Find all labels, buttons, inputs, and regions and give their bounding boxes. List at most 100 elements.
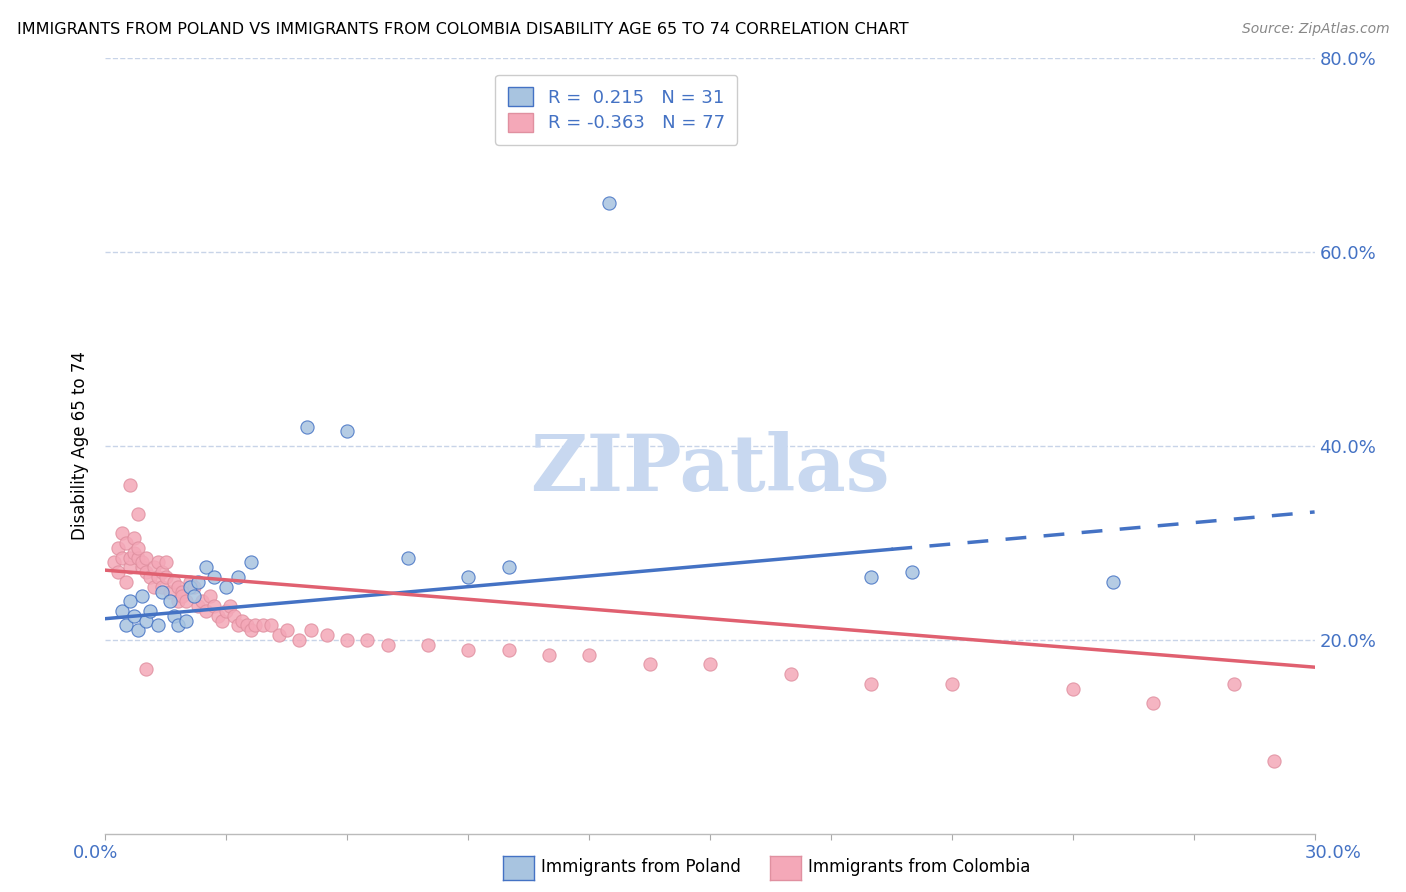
Point (107, 541, 129, 555)
Point (183, 590, 205, 604)
Point (416, 638, 439, 652)
Point (243, 618, 266, 632)
Point (900, 565, 922, 579)
Point (150, 584, 173, 599)
Point (122, 608, 145, 623)
Point (295, 419, 318, 434)
Point (1102, 574, 1125, 589)
Point (114, 618, 136, 632)
Point (170, 584, 193, 599)
Point (1142, 696, 1164, 710)
Point (167, 594, 190, 608)
Point (267, 628, 290, 642)
Point (150, 580, 173, 594)
Point (118, 550, 141, 565)
Point (122, 546, 145, 560)
Point (336, 425, 359, 439)
Point (142, 560, 165, 574)
Point (537, 648, 560, 662)
Point (252, 618, 274, 632)
Point (219, 599, 242, 613)
Point (457, 642, 479, 657)
Point (235, 618, 257, 632)
Point (1263, 754, 1285, 768)
Point (260, 618, 283, 632)
Point (231, 614, 253, 628)
Point (127, 624, 149, 638)
Point (118, 478, 141, 492)
Point (941, 676, 963, 690)
Point (195, 560, 218, 574)
Point (131, 590, 153, 604)
Point (110, 526, 132, 541)
Point (207, 608, 229, 623)
Point (135, 565, 157, 579)
Point (114, 536, 136, 550)
Point (110, 604, 132, 618)
Point (202, 570, 225, 584)
Point (139, 570, 162, 584)
Y-axis label: Disability Age 65 to 74: Disability Age 65 to 74 (72, 351, 90, 541)
Point (167, 618, 190, 632)
Point (127, 550, 149, 565)
Point (396, 550, 419, 565)
Point (215, 580, 238, 594)
Point (299, 624, 322, 638)
Point (195, 604, 218, 618)
Point (110, 550, 132, 565)
Point (224, 608, 246, 623)
Text: Source: ZipAtlas.com: Source: ZipAtlas.com (1241, 22, 1389, 37)
Point (377, 638, 399, 652)
Point (288, 633, 311, 648)
Point (159, 584, 181, 599)
Point (228, 570, 250, 584)
Point (174, 614, 197, 628)
Point (146, 618, 169, 632)
Point (779, 667, 801, 681)
Point (187, 574, 209, 589)
Point (167, 580, 190, 594)
Point (1223, 676, 1246, 690)
Text: 0.0%: 0.0% (73, 844, 118, 862)
Point (170, 590, 193, 604)
Point (139, 604, 162, 618)
Point (191, 594, 214, 608)
Point (163, 574, 186, 589)
Text: Immigrants from Poland: Immigrants from Poland (541, 858, 741, 876)
Point (127, 507, 149, 521)
Point (202, 599, 225, 613)
Point (146, 570, 169, 584)
Point (159, 594, 181, 608)
Point (336, 633, 359, 648)
Point (276, 624, 298, 638)
Point (239, 555, 262, 569)
Point (699, 657, 721, 672)
Point (179, 574, 201, 589)
Point (118, 594, 141, 608)
Point (457, 570, 479, 584)
Text: IMMIGRANTS FROM POLAND VS IMMIGRANTS FROM COLOMBIA DISABILITY AGE 65 TO 74 CORRE: IMMIGRANTS FROM POLAND VS IMMIGRANTS FRO… (17, 22, 908, 37)
Point (131, 555, 153, 569)
Point (135, 662, 157, 676)
Point (860, 676, 883, 690)
Point (135, 614, 157, 628)
Point (103, 555, 125, 569)
Point (107, 565, 129, 579)
Point (215, 604, 238, 618)
Point (174, 594, 197, 608)
Point (598, 196, 620, 211)
Text: Immigrants from Colombia: Immigrants from Colombia (808, 858, 1031, 876)
Point (127, 541, 149, 555)
Point (498, 560, 520, 574)
Point (187, 599, 209, 613)
Point (146, 555, 169, 569)
Point (498, 642, 520, 657)
Point (200, 590, 222, 604)
Point (114, 574, 136, 589)
Text: 30.0%: 30.0% (1305, 844, 1361, 862)
Point (860, 570, 883, 584)
Point (155, 570, 177, 584)
Point (118, 560, 141, 574)
Point (122, 531, 145, 545)
Point (356, 633, 378, 648)
